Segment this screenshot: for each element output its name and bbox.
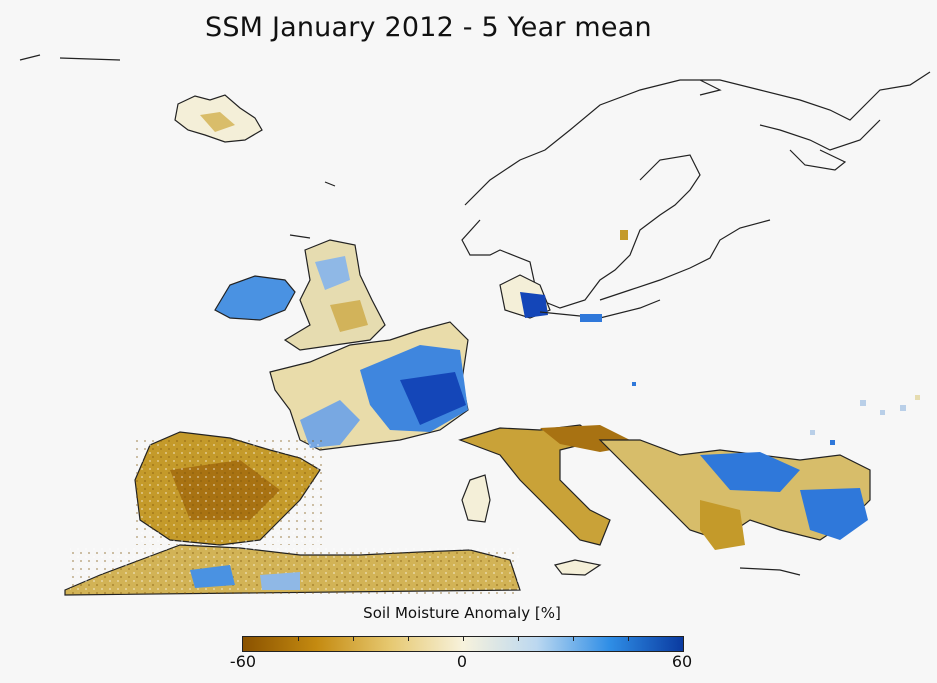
baltic-coast [539,299,661,319]
sicily [553,559,602,576]
corsica-sardinia [461,474,491,523]
tick-max: 60 [671,652,693,671]
tick-min: -60 [229,652,257,671]
ireland [214,275,296,321]
colorbar-tick-mark [298,637,299,641]
scandinavia-outline [461,71,931,309]
legend-title: Soil Moisture Anomaly [%] [363,604,561,622]
colorbar-tick-mark [353,637,354,641]
colorbar-tick-mark [408,637,409,641]
map-title: SSM January 2012 - 5 Year mean [205,12,652,43]
misc-islands [19,54,801,576]
colorbar-tick-mark [463,637,464,641]
tick-mid: 0 [456,652,468,671]
colorbar [242,636,684,652]
europe-soil-moisture-map [19,54,931,596]
colorbar-tick-mark [628,637,629,641]
colorbar-tick-mark [518,637,519,641]
colorbar-tick-mark [573,637,574,641]
eastern-europe-pixels [632,382,920,445]
great-britain [283,239,386,351]
